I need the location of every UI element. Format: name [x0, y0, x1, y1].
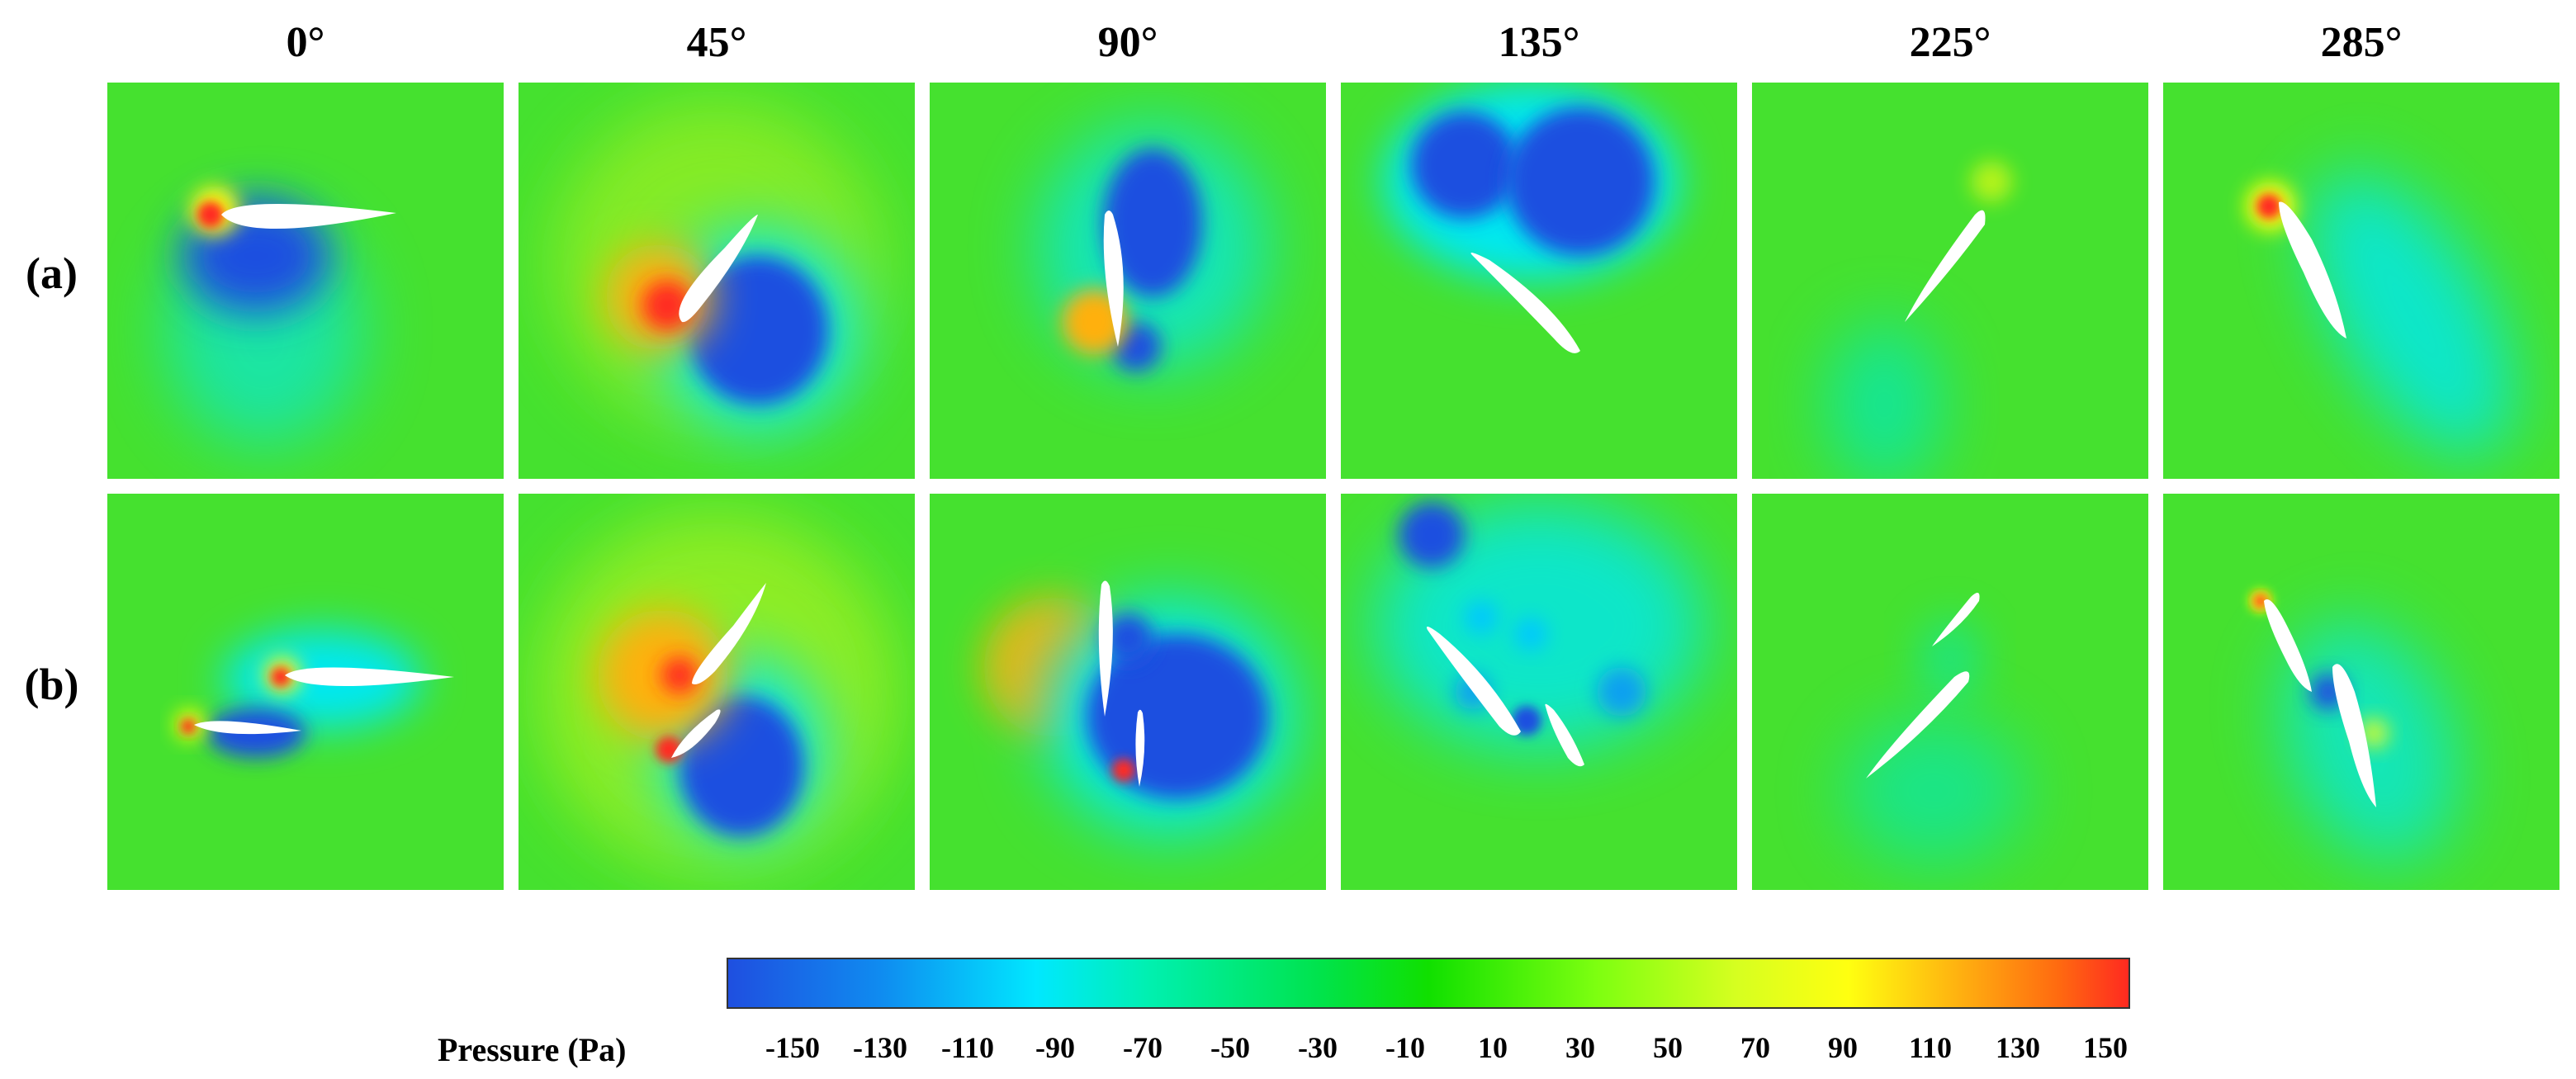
column-label-0: 0°: [286, 19, 325, 66]
airfoil: [679, 215, 758, 323]
column-label-90: 90°: [1097, 19, 1158, 66]
airfoil: [1427, 627, 1521, 736]
colorbar-tick: -50: [1210, 1031, 1250, 1064]
panel-a-135: [1341, 83, 1737, 479]
colorbar-tick: -70: [1123, 1031, 1163, 1064]
panel-b-225: [1752, 494, 2148, 890]
row-label-a: (a): [26, 248, 78, 298]
airfoil: [221, 203, 396, 230]
panel-a-285: [2163, 83, 2559, 479]
airfoil: [692, 583, 766, 684]
airfoil: [1098, 580, 1113, 717]
colorbar-tick: 150: [2083, 1031, 2128, 1064]
column-label-225: 225°: [1909, 19, 1991, 66]
airfoil: [2332, 664, 2376, 807]
colorbar-tick: 130: [1996, 1031, 2040, 1064]
airfoil: [1545, 703, 1584, 767]
colorbar-tick: -150: [765, 1031, 820, 1064]
panel-b-0: [107, 494, 504, 890]
panel-a-0: [107, 83, 504, 479]
colorbar-tick: -90: [1035, 1031, 1075, 1064]
panel-b-45: [519, 494, 915, 890]
panel-b-285: [2163, 494, 2559, 890]
colorbar-tick: -10: [1385, 1031, 1425, 1064]
panel-a-225: [1752, 83, 2148, 479]
colorbar-tick: 10: [1478, 1031, 1508, 1064]
airfoil: [1135, 709, 1145, 787]
airfoil: [1470, 253, 1580, 353]
airfoil: [1905, 210, 1986, 322]
colorbar-tick: 110: [1908, 1031, 1952, 1064]
panel-b-135: [1341, 494, 1737, 890]
colorbar-tick: -110: [940, 1031, 994, 1064]
colorbar-tick: 50: [1653, 1031, 1683, 1064]
column-label-285: 285°: [2320, 19, 2403, 66]
airfoil: [2264, 599, 2312, 692]
panel-a-90: [930, 83, 1326, 479]
airfoil: [2279, 201, 2346, 338]
column-label-135: 135°: [1498, 19, 1580, 66]
colorbar-tick: 90: [1828, 1031, 1858, 1064]
colorbar-tick: -30: [1298, 1031, 1338, 1064]
colorbar: [727, 958, 2130, 1009]
airfoil: [194, 721, 301, 735]
airfoil: [285, 667, 454, 687]
column-label-45: 45°: [686, 19, 747, 66]
colorbar-tick: 30: [1565, 1031, 1595, 1064]
colorbar-tick: -130: [853, 1031, 907, 1064]
airfoil: [1932, 593, 1980, 646]
panel-b-90: [930, 494, 1326, 890]
colorbar-tick: 70: [1740, 1031, 1770, 1064]
row-label-b: (b): [24, 660, 79, 709]
airfoil: [1866, 671, 1970, 778]
airfoil: [671, 709, 721, 758]
airfoil: [1103, 211, 1124, 347]
colorbar-title: Pressure (Pa): [438, 1031, 627, 1068]
panel-a-45: [519, 83, 915, 479]
